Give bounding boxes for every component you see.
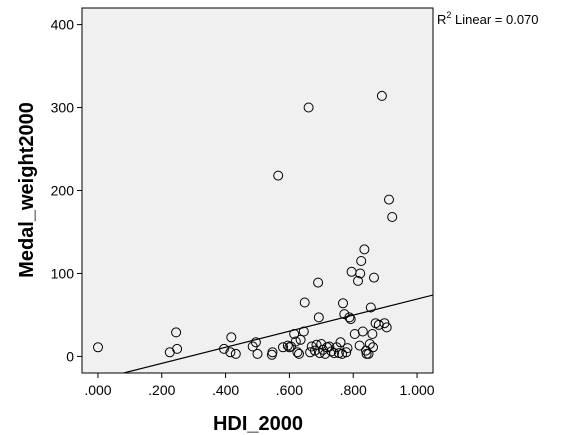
x-tick-label-4: .800 xyxy=(340,382,367,398)
x-axis-title: HDI_2000 xyxy=(213,413,303,435)
data-point-31 xyxy=(313,312,324,323)
data-point-7 xyxy=(230,348,241,359)
data-point-53 xyxy=(354,340,365,351)
data-point-49 xyxy=(345,314,356,325)
data-point-42 xyxy=(335,337,346,348)
y-tick-label-4: 400 xyxy=(51,17,75,33)
r2-text: Linear = 0.070 xyxy=(451,12,538,27)
x-tick-label-1: .200 xyxy=(148,382,175,398)
data-point-12 xyxy=(267,347,278,358)
r2-sup: 2 xyxy=(446,10,451,20)
x-tick-label-5: 1.000 xyxy=(400,382,435,398)
data-point-19 xyxy=(290,336,301,347)
data-point-44 xyxy=(338,298,348,309)
y-axis-title: Medal_weight2000 xyxy=(16,102,38,278)
data-point-6 xyxy=(226,332,237,343)
data-point-70 xyxy=(381,322,392,333)
data-point-16 xyxy=(284,342,295,353)
data-point-13 xyxy=(273,170,284,181)
data-point-40 xyxy=(331,342,342,353)
data-point-2 xyxy=(171,327,182,338)
fit-line-layer xyxy=(121,294,433,373)
data-point-5 xyxy=(225,347,236,358)
x-axis: .000 .200 .400 .600 .800 1.000 xyxy=(84,373,435,398)
data-point-25 xyxy=(303,102,314,113)
data-point-3 xyxy=(172,343,183,354)
data-point-68 xyxy=(376,90,387,101)
data-point-9 xyxy=(250,337,261,348)
x-tick-label-0: .000 xyxy=(84,382,111,398)
data-point-20 xyxy=(292,347,303,358)
y-axis: 0 100 200 300 400 xyxy=(51,17,82,364)
data-point-28 xyxy=(309,345,320,356)
data-point-55 xyxy=(356,256,367,266)
data-point-46 xyxy=(341,347,352,358)
data-point-64 xyxy=(368,342,378,353)
data-point-56 xyxy=(357,326,368,337)
plot-area xyxy=(81,7,434,374)
y-tick-label-3: 300 xyxy=(51,100,75,116)
x-tick-label-3: .600 xyxy=(276,382,303,398)
fit-r2-label: R2 Linear = 0.070 xyxy=(437,10,539,27)
data-point-47 xyxy=(342,343,353,354)
data-point-0 xyxy=(93,342,103,353)
data-point-10 xyxy=(252,348,263,359)
points-layer xyxy=(93,90,398,360)
x-tick-label-2: .400 xyxy=(212,382,239,398)
data-point-65 xyxy=(369,272,379,283)
data-point-14 xyxy=(278,342,288,353)
data-point-26 xyxy=(305,347,316,358)
y-tick-label-2: 200 xyxy=(51,183,75,199)
y-tick-label-1: 100 xyxy=(51,265,75,281)
data-point-43 xyxy=(337,348,348,359)
data-point-45 xyxy=(339,309,350,320)
data-point-57 xyxy=(359,244,370,255)
data-point-71 xyxy=(384,194,394,205)
data-point-30 xyxy=(313,277,324,288)
data-point-52 xyxy=(353,275,363,286)
data-point-21 xyxy=(294,348,304,359)
data-point-61 xyxy=(364,339,375,349)
data-point-37 xyxy=(324,341,335,352)
data-point-54 xyxy=(355,268,366,279)
y-tick-label-0: 0 xyxy=(66,348,74,364)
data-point-39 xyxy=(329,348,340,359)
data-point-72 xyxy=(387,212,398,222)
fit-line xyxy=(121,294,433,373)
data-point-63 xyxy=(367,329,378,339)
data-point-24 xyxy=(299,297,310,308)
data-point-62 xyxy=(365,302,376,313)
r2-r: R xyxy=(437,12,446,27)
